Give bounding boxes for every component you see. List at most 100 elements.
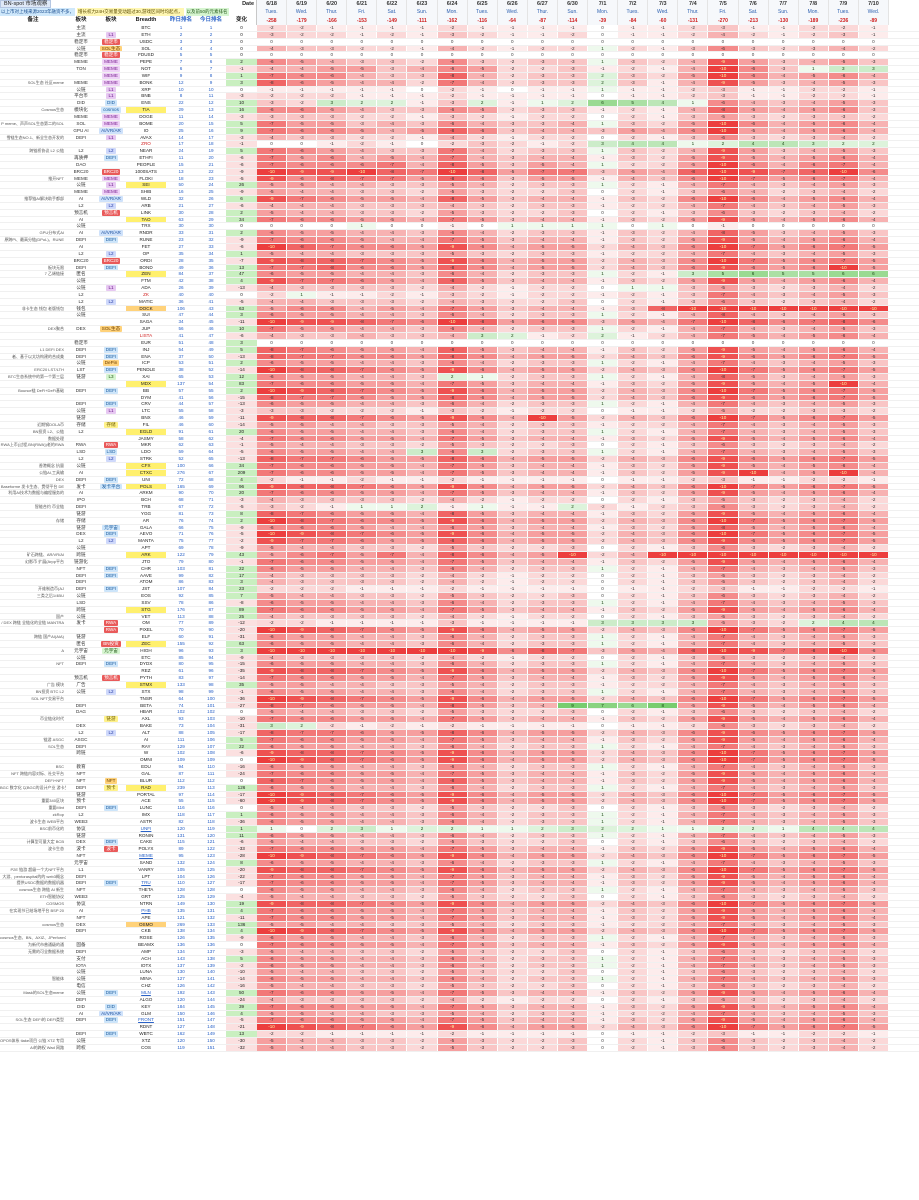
value-cell[interactable]: -3 [347, 1037, 378, 1044]
value-cell[interactable]: -5 [858, 244, 889, 250]
value-cell[interactable]: -3 [557, 948, 589, 955]
value-cell[interactable]: -2 [618, 935, 649, 942]
value-cell[interactable]: -3 [497, 510, 528, 517]
rank-today-cell[interactable]: 26 [208, 196, 214, 202]
value-cell[interactable]: 0 [618, 339, 649, 346]
value-cell[interactable]: -2 [678, 93, 709, 100]
table-row[interactable]: 跨链桥协议 L2 公链 L2 L2 NEAR 24 19 5 -7 -6 -5 -4 -3 -3 -7 -4… [0, 148, 919, 156]
table-row[interactable]: P2E 链游 超级一个大NFT平台 L1 VANRY 105 125 -20 -9 -8 -8-… [0, 866, 919, 874]
note-cell[interactable]: DEX [55, 476, 64, 482]
value-cell[interactable]: -4 [798, 818, 829, 825]
value-cell[interactable]: -9 [257, 750, 288, 757]
rank-prev-cell[interactable]: 92 [178, 593, 184, 599]
table-row[interactable]: / DEX 跨链 全链化的全链 MANTRA 发卡 RWA OM 77 89 -12 -2 -2… [0, 620, 919, 628]
value-cell[interactable]: -6 [467, 750, 498, 757]
value-cell[interactable]: -7 [287, 777, 318, 784]
table-row[interactable]: 大游、pentoraspital的的 web3概念 DEFI LPT 104 126 -2… [0, 873, 919, 881]
value-cell[interactable]: -8 [648, 305, 679, 312]
rank-prev-cell[interactable]: 120 [177, 1037, 185, 1043]
rank-today-cell[interactable]: 133 [207, 921, 215, 927]
date-column-header[interactable]: 7/6 Sat. -213 [738, 0, 769, 25]
value-cell[interactable]: 0 [588, 948, 619, 955]
value-cell[interactable]: -3 [317, 996, 348, 1003]
value-cell[interactable]: -4 [768, 846, 799, 853]
value-cell[interactable]: -2 [768, 996, 799, 1003]
rank-prev-cell[interactable]: 110 [177, 880, 185, 886]
value-cell[interactable]: -2 [858, 723, 889, 729]
value-cell[interactable]: -8 [437, 538, 468, 545]
value-cell[interactable]: -6 [467, 798, 498, 805]
value-cell[interactable]: -1 [588, 490, 619, 497]
value-cell[interactable]: -7 [708, 291, 739, 298]
value-cell[interactable]: -6 [287, 490, 318, 497]
value-cell[interactable]: -5 [377, 346, 408, 353]
value-cell[interactable]: -3 [618, 278, 649, 285]
value-cell[interactable]: -2 [407, 969, 438, 976]
value-cell[interactable]: -5 [798, 237, 829, 243]
value-cell[interactable]: -3 [858, 599, 889, 606]
sector-cell[interactable]: AI [78, 469, 84, 475]
rank-today-cell[interactable]: 19 [208, 148, 214, 154]
rank-today-cell[interactable]: 23 [208, 175, 214, 181]
value-cell[interactable]: -4 [798, 812, 829, 818]
value-cell[interactable]: -9 [257, 668, 288, 675]
value-cell[interactable]: -6 [678, 517, 709, 524]
value-cell[interactable]: -4 [798, 250, 829, 257]
value-cell[interactable]: -5 [828, 682, 859, 688]
value-cell[interactable]: -4 [407, 66, 438, 72]
value-cell[interactable]: -5 [768, 456, 799, 462]
value-cell[interactable]: -1 [588, 107, 619, 113]
table-row[interactable]: 公链 L1 ADA 26 39 -13 -4 -3 -3 -3 -3 -2 -4 -2 -1 -2 -2 0 1 1-… [0, 285, 919, 292]
value-cell[interactable]: -7 [317, 551, 348, 558]
sector-cell[interactable]: DEX [76, 326, 86, 332]
value-cell[interactable]: -3 [768, 230, 799, 237]
value-cell[interactable]: -5 [828, 100, 859, 107]
value-cell[interactable]: -3 [557, 401, 589, 408]
value-cell[interactable]: 3 [858, 66, 889, 72]
value-cell[interactable]: -2 [618, 497, 649, 504]
value-cell[interactable]: -4 [347, 79, 378, 86]
value-cell[interactable]: -8 [678, 647, 709, 654]
change-cell[interactable]: -15 [226, 394, 257, 401]
value-cell[interactable]: -1 [648, 401, 679, 408]
rank-today-cell[interactable]: 110 [207, 764, 215, 770]
sector-cell[interactable]: SOL [76, 120, 86, 126]
value-cell[interactable]: -4 [377, 640, 408, 647]
value-cell[interactable]: -5 [738, 1003, 769, 1010]
value-cell[interactable]: -7 [828, 791, 859, 798]
value-cell[interactable]: -4 [467, 859, 498, 866]
value-cell[interactable]: -5 [377, 675, 408, 681]
value-cell[interactable]: -9 [708, 914, 739, 921]
value-cell[interactable]: -1 [588, 675, 619, 681]
value-cell[interactable]: -1 [467, 86, 498, 93]
value-cell[interactable]: -7 [708, 634, 739, 640]
value-cell[interactable]: -3 [527, 360, 558, 367]
value-cell[interactable]: -5 [377, 456, 408, 462]
value-cell[interactable]: -2 [618, 962, 649, 969]
table-row[interactable]: cosmos生态 DEX OSMO 269 133 136 -5 -5 -4 -4 -3 -3 -5 -4… [0, 921, 919, 929]
value-cell[interactable]: -1 [407, 408, 438, 415]
value-cell[interactable]: -1 [648, 271, 679, 278]
value-cell[interactable]: -4 [407, 846, 438, 853]
tag-cell[interactable]: AI/VR/AR [96, 1010, 126, 1017]
value-cell[interactable]: -3 [618, 716, 649, 723]
value-cell[interactable]: -5 [858, 750, 889, 757]
value-cell[interactable]: -3 [557, 743, 589, 750]
value-cell[interactable]: -3 [648, 456, 679, 462]
value-cell[interactable]: -3 [497, 278, 528, 285]
change-cell[interactable]: -3 [226, 497, 257, 504]
value-cell[interactable]: -5 [768, 387, 799, 394]
value-cell[interactable]: -4 [377, 935, 408, 942]
value-cell[interactable]: -2 [768, 209, 799, 216]
table-row[interactable]: SAGA 34 45 -11 -10 -9 -9 -8 -7 -6 -10 -8 -5 -6 -6 -3 -5-… [0, 319, 919, 327]
value-cell[interactable]: -4 [317, 948, 348, 955]
value-cell[interactable]: -7 [377, 175, 408, 182]
value-cell[interactable]: -4 [618, 551, 649, 558]
value-cell[interactable]: -4 [347, 155, 378, 161]
sector-cell[interactable]: 钱包 [76, 305, 86, 311]
value-cell[interactable]: -7 [257, 873, 288, 880]
note-cell[interactable]: SOL NFT交易平台 [31, 695, 64, 701]
value-cell[interactable]: -6 [828, 216, 859, 223]
value-cell[interactable]: -7 [317, 278, 348, 285]
symbol-cell[interactable]: OP [142, 250, 150, 256]
